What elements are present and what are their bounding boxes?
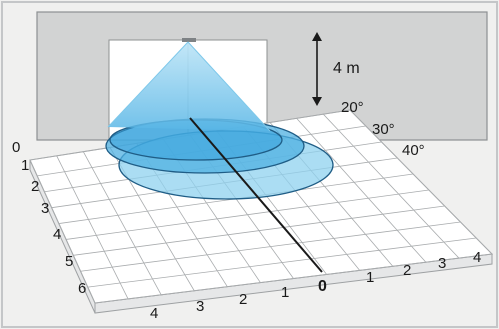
grid-line-width (66, 189, 429, 240)
left-scale-3: 3 (41, 200, 49, 217)
grid-line-depth (29, 159, 96, 304)
front-center-zero: 0 (318, 278, 327, 295)
height-arrow-head-down (312, 97, 322, 106)
height-arrow-head-up (312, 32, 322, 41)
center-line (189, 117, 323, 273)
grid-line-depth (82, 151, 162, 296)
detection-cone (108, 42, 270, 131)
left-scale-6: 6 (78, 280, 86, 297)
front-left-scale-1: 1 (281, 284, 289, 301)
angle-label-30: 30° (372, 121, 395, 138)
left-scale-4: 4 (53, 226, 61, 243)
grid-line-width (94, 253, 493, 304)
angle-label-20: 20° (341, 99, 364, 116)
angle-label-40: 40° (402, 142, 425, 159)
front-left-scale-4: 4 (150, 305, 158, 322)
height-label: 4 m (333, 60, 360, 77)
grid-line-depth (323, 113, 460, 259)
left-scale-0: 0 (12, 139, 20, 156)
cone-edge-right (187, 41, 271, 132)
left-scale-2: 2 (31, 178, 39, 195)
front-right-scale-4: 4 (473, 249, 481, 266)
grid-line-width (87, 237, 477, 288)
left-scale-1: 1 (21, 157, 29, 174)
motion-sensor-icon (182, 38, 196, 42)
grid-line-width (73, 205, 445, 256)
grid-line-depth (349, 109, 493, 255)
grid-line-width (80, 221, 461, 272)
front-left-scale-3: 3 (196, 298, 204, 315)
grid-line-depth (56, 155, 129, 300)
grid-line-depth (296, 118, 427, 263)
front-right-scale-2: 2 (403, 262, 411, 279)
front-left-scale-2: 2 (239, 291, 247, 308)
front-right-scale-1: 1 (366, 269, 374, 286)
left-scale-5: 5 (65, 253, 73, 270)
cone-edge-left (107, 41, 189, 128)
front-right-scale-3: 3 (438, 255, 446, 272)
